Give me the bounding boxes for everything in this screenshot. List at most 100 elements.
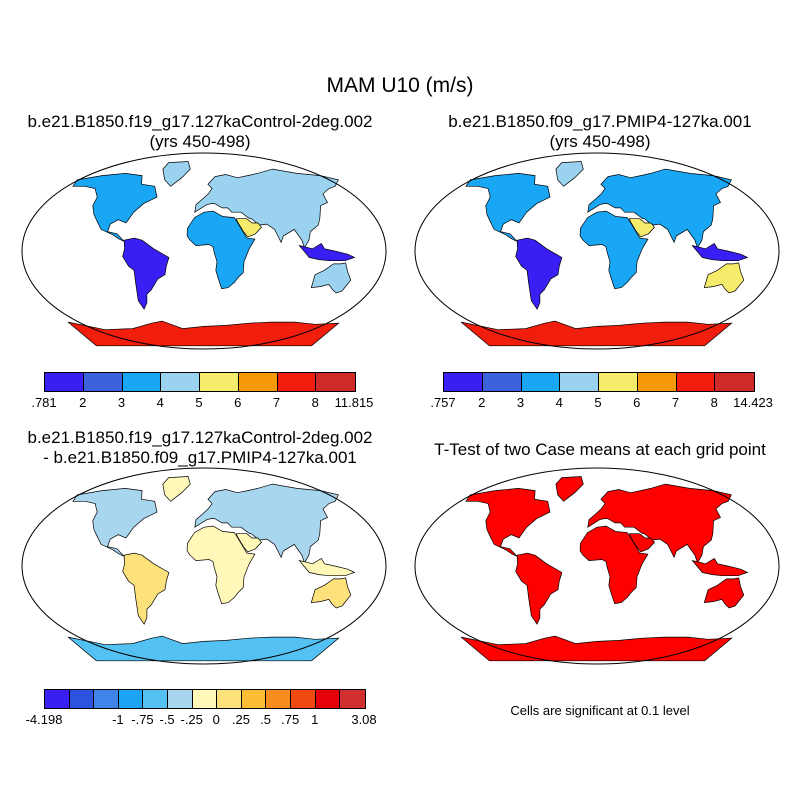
landmass-namerica	[72, 173, 158, 242]
colorbar-tick-label: .25	[231, 712, 250, 727]
colorbar-box	[340, 690, 365, 708]
panel-3-title-line2: - b.e21.B1850.f09_g17.PMIP4-127ka.001	[43, 448, 357, 467]
landmass-australia	[703, 577, 745, 609]
colorbar-tick-label: -1	[112, 712, 124, 727]
colorbar-box	[521, 373, 561, 391]
panel-1-title-line2: (yrs 450-498)	[149, 132, 251, 151]
colorbar-tick-label: 7	[272, 395, 281, 410]
landmass-indonesia	[298, 558, 356, 577]
landmass-indonesia	[691, 558, 749, 577]
colorbar-tick-label: 4	[555, 395, 563, 410]
panel-4-title: T-Test of two Case means at each grid po…	[405, 440, 795, 460]
colorbar-tick-label: 4	[156, 395, 164, 410]
landmass-eurasia	[587, 483, 732, 564]
colorbar-tick-label: .75	[281, 712, 300, 727]
colorbar-box	[168, 690, 193, 708]
colorbar-box	[143, 690, 169, 708]
colorbar-box	[266, 690, 292, 708]
colorbar-tick-label: 8	[710, 395, 718, 410]
colorbar-tick-label: 3.08	[351, 712, 377, 727]
landmass-australia	[310, 262, 352, 294]
map-panel-control	[21, 152, 387, 350]
landmass-antarctica	[67, 320, 340, 347]
landmass-arabia	[628, 218, 655, 238]
colorbar-box	[192, 690, 218, 708]
colorbar-difference	[44, 689, 366, 709]
colorbar-box	[560, 373, 599, 391]
significance-note: Cells are significant at 0.1 level	[510, 703, 690, 718]
landmass-antarctica	[460, 635, 733, 662]
colorbar-box	[482, 373, 522, 391]
colorbar-box	[715, 373, 754, 391]
map-panel-difference	[21, 467, 387, 665]
landmass-namerica	[465, 173, 551, 242]
colorbar-box	[444, 373, 483, 391]
colorbar-box	[161, 373, 200, 391]
colorbar-tick-label: -.25	[180, 712, 203, 727]
landmass-antarctica	[67, 635, 340, 662]
landmass-namerica	[72, 488, 158, 557]
colorbar-tick-label: 0	[212, 712, 220, 727]
landmass-australia	[310, 577, 352, 609]
colorbar-tick-label: 5	[594, 395, 602, 410]
landmass-africa	[579, 525, 649, 605]
colorbar-pmip4	[443, 372, 755, 392]
colorbar-tick-label: 8	[311, 395, 319, 410]
landmass-eurasia	[194, 483, 339, 564]
landmass-africa	[186, 210, 256, 290]
colorbar-box	[200, 373, 239, 391]
map-panel-pmip4	[414, 152, 780, 350]
landmass-indonesia	[691, 243, 749, 262]
colorbar-tick-label: 2	[478, 395, 486, 410]
figure-title: MAM U10 (m/s)	[326, 74, 474, 97]
landmass-africa	[579, 210, 649, 290]
colorbar-box	[45, 690, 70, 708]
colorbar-tick-label: 3	[516, 395, 525, 410]
colorbar-box	[69, 690, 95, 708]
landmass-samerica	[122, 552, 170, 625]
landmass-indonesia	[298, 243, 356, 262]
landmass-africa	[186, 525, 256, 605]
landmass-greenland	[555, 161, 584, 187]
panel-3-title-line1: b.e21.B1850.f19_g17.127kaControl-2deg.00…	[27, 428, 373, 447]
colorbar-tick-label: .757	[430, 395, 456, 410]
panel-1-title: b.e21.B1850.f19_g17.127kaControl-2deg.00…	[10, 112, 390, 152]
colorbar-tick-label: 6	[234, 395, 242, 410]
colorbar-box	[122, 373, 162, 391]
landmass-arabia	[235, 533, 262, 553]
map-frame	[21, 152, 387, 350]
landmass-arabia	[628, 533, 655, 553]
colorbar-tick-label: 14.423	[733, 395, 773, 410]
colorbar-box	[316, 373, 355, 391]
colorbar-tick-label: 7	[671, 395, 680, 410]
landmass-antarctica	[460, 320, 733, 347]
colorbar-tick-label: 6	[633, 395, 641, 410]
colorbar-tick-label: 3	[117, 395, 126, 410]
panel-4-title-line1: T-Test of two Case means at each grid po…	[434, 440, 766, 459]
landmass-namerica	[465, 488, 551, 557]
colorbar-box	[291, 690, 316, 708]
map-frame	[414, 467, 780, 665]
map-frame	[414, 152, 780, 350]
colorbar-box	[637, 373, 677, 391]
colorbar-box	[217, 690, 242, 708]
colorbar-box	[238, 373, 278, 391]
landmass-samerica	[515, 237, 563, 310]
colorbar-box	[315, 690, 341, 708]
landmass-samerica	[122, 237, 170, 310]
landmass-greenland	[162, 476, 191, 502]
colorbar-tick-label: .5	[260, 712, 271, 727]
colorbar-box	[241, 690, 267, 708]
map-panel-ttest	[414, 467, 780, 665]
colorbar-box	[599, 373, 638, 391]
colorbar-control	[44, 372, 356, 392]
landmass-eurasia	[194, 168, 339, 249]
colorbar-box	[94, 690, 119, 708]
map-frame	[21, 467, 387, 665]
colorbar-box	[83, 373, 123, 391]
colorbar-box	[277, 373, 317, 391]
colorbar-tick-label: 1	[311, 712, 319, 727]
panel-2-title-line2: (yrs 450-498)	[549, 132, 651, 151]
panel-3-title: b.e21.B1850.f19_g17.127kaControl-2deg.00…	[10, 428, 390, 468]
landmass-samerica	[515, 552, 563, 625]
